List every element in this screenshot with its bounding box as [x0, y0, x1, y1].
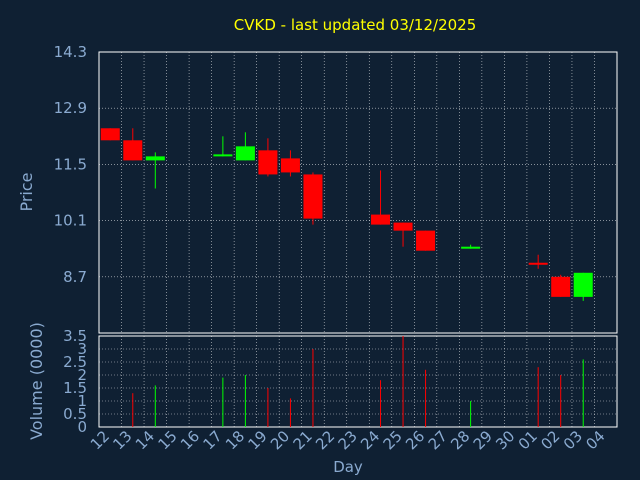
candle-body — [573, 272, 593, 297]
x-axis-label: Day — [333, 458, 363, 476]
candle-body — [393, 222, 413, 231]
candle-body — [461, 246, 481, 249]
candle-body — [213, 154, 233, 157]
volume-tick-label: 1.5 — [63, 379, 87, 397]
candle-body — [145, 156, 165, 161]
volume-tick-label: 0 — [77, 418, 87, 436]
candle-body — [528, 262, 548, 265]
candle-body — [258, 150, 278, 175]
candle-body — [235, 146, 255, 161]
price-tick-label: 10.1 — [54, 212, 87, 230]
chart-title: CVKD - last updated 03/12/2025 — [234, 16, 477, 34]
candle-body — [123, 140, 143, 161]
x-tick-label: 04 — [582, 427, 608, 453]
volume-panel: 3.532.521.510.50 — [63, 327, 618, 436]
volume-tick-label: 3.5 — [63, 327, 87, 345]
candle-body — [551, 276, 571, 297]
candle-body — [303, 174, 323, 219]
price-frame — [98, 51, 618, 334]
price-axis-label: Price — [17, 172, 36, 211]
candle-body — [416, 230, 436, 251]
volume-axis-label: Volume (0000) — [27, 322, 46, 440]
candle-body — [100, 128, 120, 141]
volume-tick-label: 3 — [77, 340, 87, 358]
candle-body — [280, 158, 300, 173]
price-tick-label: 14.3 — [54, 43, 87, 61]
candle-body — [371, 214, 391, 225]
volume-tick-label: 2.5 — [63, 353, 87, 371]
volume-tick-label: 2 — [77, 366, 87, 384]
volume-frame — [98, 335, 618, 428]
price-panel: 14.3 12.9 11.5 10.1 8.7 — [54, 43, 618, 334]
price-tick-label: 11.5 — [54, 155, 87, 173]
price-tick-label: 8.7 — [63, 268, 87, 286]
volume-tick-label: 1 — [77, 392, 87, 410]
volume-tick-label: 0.5 — [63, 405, 87, 423]
x-axis: 1213141516171819202122232425262728293001… — [87, 427, 609, 453]
price-tick-label: 12.9 — [54, 99, 87, 117]
